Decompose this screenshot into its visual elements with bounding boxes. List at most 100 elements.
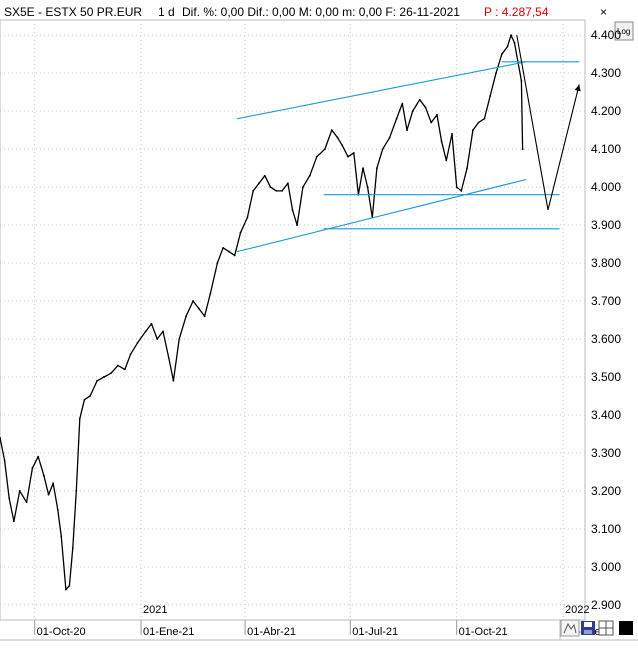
price-point: [521, 148, 524, 151]
price-point: [477, 121, 480, 124]
price-point: [178, 338, 181, 340]
price-point: [445, 159, 448, 162]
price-point: [12, 520, 15, 523]
price-point: [43, 474, 45, 477]
grid-lines: [0, 20, 585, 620]
y-tick-label: 3.900: [591, 218, 621, 232]
price-point: [110, 372, 112, 375]
price-point: [401, 102, 404, 105]
price-point: [269, 186, 272, 188]
price-point: [197, 307, 200, 310]
price-point: [192, 300, 194, 302]
price-point: [315, 155, 318, 158]
price-point: [263, 174, 266, 177]
price-point: [239, 231, 242, 234]
price-point: [71, 546, 74, 549]
price-point: [136, 341, 139, 344]
price-point: [381, 148, 384, 151]
price-point: [167, 357, 170, 359]
y-tick-label: 2.900: [591, 598, 621, 612]
price-point: [281, 189, 283, 192]
price-point: [466, 167, 468, 170]
price-point: [47, 493, 50, 496]
y-tick-label: 3.500: [591, 370, 621, 384]
price-point: [64, 588, 67, 591]
x-tick-label: 01-Oct-21: [459, 626, 508, 638]
price-point: [395, 117, 398, 120]
price-point: [31, 467, 34, 470]
price-point: [495, 72, 497, 75]
price-point: [75, 489, 78, 492]
price-point: [89, 395, 92, 397]
price-point: [228, 250, 230, 253]
y-tick-label: 3.800: [591, 256, 621, 270]
price-point: [52, 482, 55, 485]
price-point: [489, 95, 492, 97]
y-tick-label: 4.000: [591, 180, 621, 194]
y-tick-label: 3.400: [591, 408, 621, 422]
price-point: [8, 497, 11, 500]
price-point: [455, 186, 458, 188]
price-point: [336, 136, 339, 139]
x-tick-label: 01-Ene-21: [143, 626, 194, 638]
close-icon[interactable]: ×: [600, 5, 607, 19]
price-point: [411, 110, 414, 113]
price-point: [275, 189, 278, 192]
price-point: [341, 144, 344, 147]
price-point: [56, 508, 59, 511]
chart-header-interval: 1 d: [158, 5, 175, 19]
y-tick-label: 3.100: [591, 522, 621, 536]
price-point: [117, 364, 119, 367]
price-point: [506, 45, 509, 48]
price-point: [513, 41, 516, 44]
price-point: [308, 174, 311, 177]
price-point: [430, 121, 433, 124]
log-button-label: Log: [617, 27, 630, 36]
y-tick-label: 3.000: [591, 560, 621, 574]
price-point: [96, 379, 99, 382]
price-point: [460, 189, 463, 192]
black-square-icon[interactable]: [619, 621, 633, 635]
price-point: [296, 224, 299, 226]
price-point: [129, 353, 132, 356]
y-tick-label: 3.700: [591, 294, 621, 308]
price-point: [123, 368, 126, 371]
save-icon[interactable]: [581, 621, 595, 635]
price-point: [471, 129, 474, 132]
price-point: [18, 489, 21, 492]
price-point: [418, 98, 421, 101]
chart-header-stats: Dif. %: 0,00 Dif.: 0,00 M: 0,00 m: 0,00 …: [182, 5, 460, 19]
price-point: [185, 315, 188, 318]
y-tick-label: 3.600: [591, 332, 621, 346]
price-point: [500, 53, 503, 56]
price-point: [375, 167, 378, 170]
zoom-icon[interactable]: [560, 619, 580, 637]
x-tick-label: 01-Abr-21: [247, 626, 296, 638]
chart-annotations: [236, 35, 581, 253]
price-point: [83, 398, 86, 401]
price-point: [388, 136, 391, 139]
price-point: [302, 186, 304, 188]
price-point: [323, 148, 326, 151]
chart-header-symbol: SX5E - ESTX 50 PR.EUR: [4, 5, 142, 19]
price-line: [0, 34, 524, 591]
log-scale-button[interactable]: Log: [614, 21, 634, 41]
grid-layout-icon[interactable]: [598, 620, 614, 636]
chart-header-price: P : 4.287,54: [484, 5, 549, 19]
x-axis: 01-Oct-20 01-Ene-21 01-Abr-21 01-Jul-21 01-O…: [34, 604, 605, 638]
y-tick-label: 3.300: [591, 446, 621, 460]
price-point: [510, 34, 512, 37]
y-tick-label: 4.400: [591, 28, 621, 42]
price-point: [246, 216, 249, 219]
price-point: [286, 182, 289, 185]
price-point: [352, 152, 355, 154]
price-point: [366, 186, 369, 188]
x-tick-label: 01-Jul-21: [352, 626, 398, 638]
price-point: [216, 262, 219, 264]
plot-area: [0, 19, 586, 621]
price-point: [25, 501, 28, 504]
price-point: [0, 436, 1, 439]
price-point: [3, 459, 6, 462]
price-point: [162, 330, 164, 333]
